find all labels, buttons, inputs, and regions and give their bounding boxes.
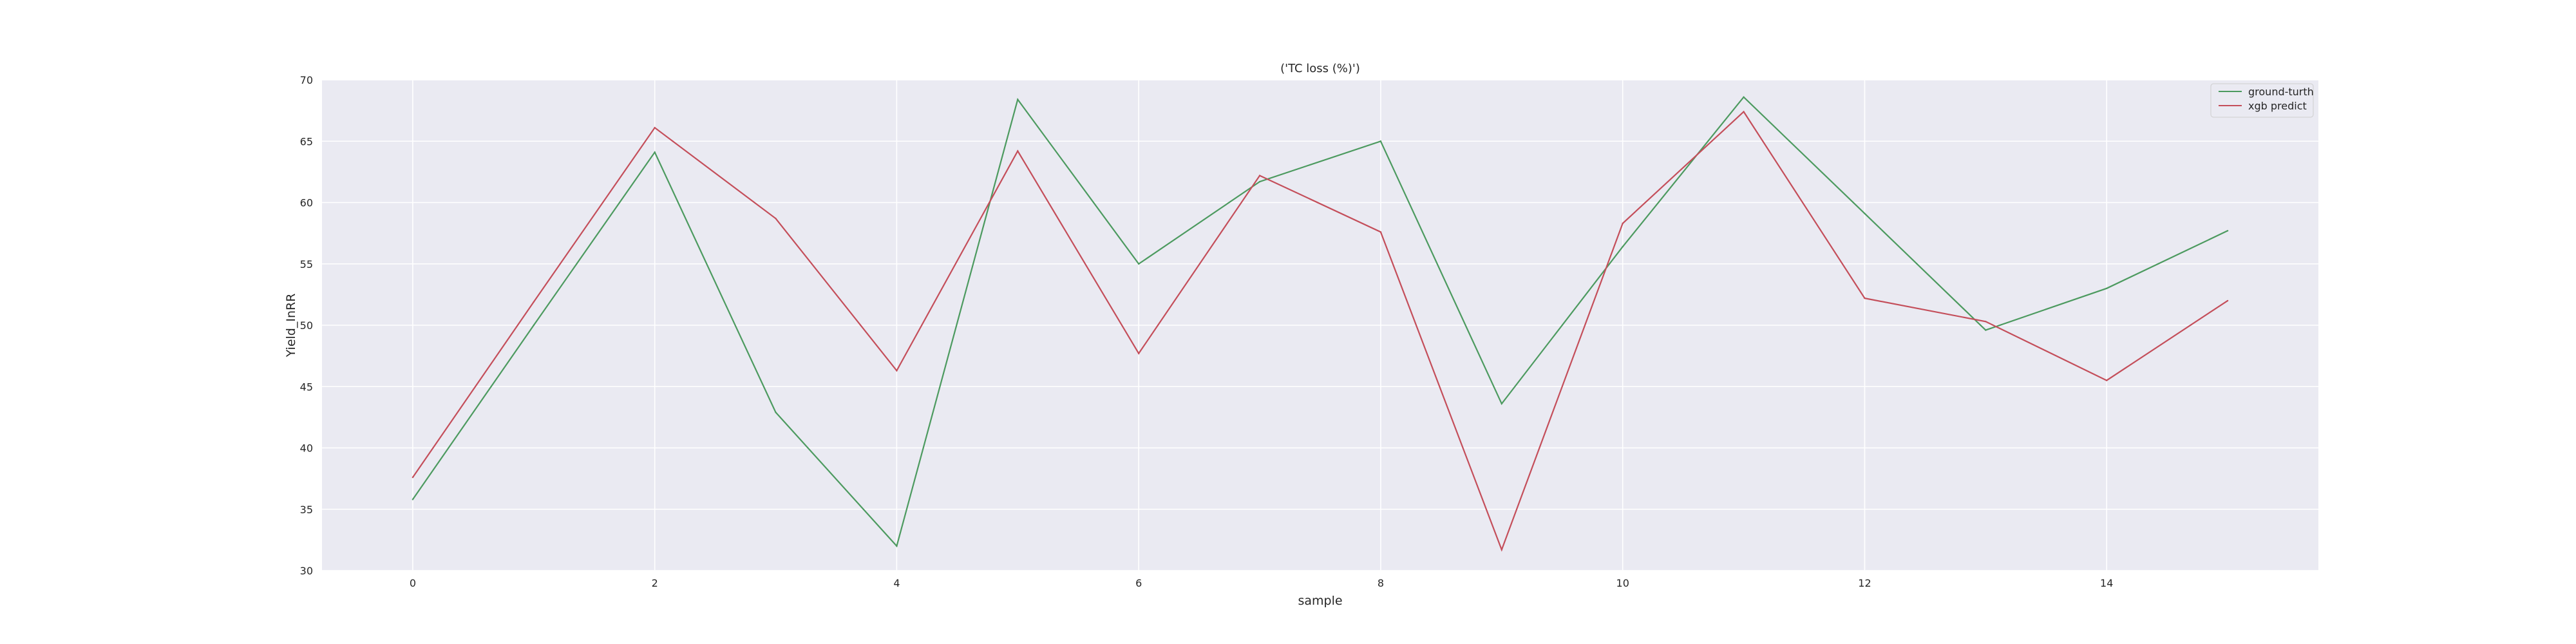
- x-tick-label: 4: [893, 577, 900, 589]
- data-point-xgb-predict: [1985, 321, 1987, 323]
- grid-lines: [322, 79, 2318, 571]
- series-line-xgb-predict: [412, 110, 2228, 552]
- data-point-ground-turth: [412, 498, 414, 500]
- y-tick-label: 60: [300, 197, 313, 209]
- data-point-ground-turth: [1622, 245, 1624, 248]
- data-point-xgb-predict: [1137, 352, 1140, 355]
- y-tick-label: 45: [300, 381, 313, 393]
- chart-title: ('TC loss (%)'): [1280, 62, 1360, 75]
- data-point-xgb-predict: [1017, 150, 1019, 152]
- x-tick-label: 14: [2100, 577, 2113, 589]
- y-tick-label: 55: [300, 258, 313, 270]
- y-tick-labels: 30 35 40 45 50 55 60 65 70: [300, 74, 313, 577]
- data-point-ground-turth: [2106, 287, 2108, 290]
- data-point-xgb-predict: [1501, 549, 1503, 551]
- x-tick-labels: 0 2 4 6 8 10 12 14: [410, 577, 2114, 589]
- data-point-xgb-predict: [2106, 379, 2108, 381]
- x-tick-label: 8: [1378, 577, 1384, 589]
- x-axis-label: sample: [1298, 594, 1342, 608]
- data-point-ground-turth: [2226, 230, 2229, 232]
- x-tick-label: 10: [1616, 577, 1629, 589]
- data-point-ground-turth: [1985, 329, 1987, 331]
- data-point-ground-turth: [1137, 263, 1140, 265]
- data-point-xgb-predict: [412, 477, 414, 478]
- y-axis-label: Yield_InRR: [284, 294, 298, 358]
- series-line-ground-turth: [412, 96, 2228, 548]
- y-tick-label: 40: [300, 442, 313, 455]
- series-lines: [412, 96, 2229, 552]
- data-point-ground-turth: [1379, 140, 1382, 142]
- data-point-xgb-predict: [775, 218, 777, 220]
- data-point-ground-turth: [654, 151, 656, 153]
- data-point-ground-turth: [1743, 96, 1745, 98]
- x-tick-label: 6: [1135, 577, 1142, 589]
- y-tick-label: 30: [300, 565, 313, 577]
- y-tick-label: 65: [300, 135, 313, 147]
- y-tick-label: 50: [300, 319, 313, 332]
- data-point-xgb-predict: [1864, 297, 1866, 299]
- data-point-ground-turth: [775, 412, 777, 413]
- data-point-xgb-predict: [1743, 111, 1745, 113]
- data-point-xgb-predict: [896, 370, 898, 372]
- data-point-xgb-predict: [1258, 175, 1261, 176]
- x-tick-label: 0: [410, 577, 416, 589]
- data-point-xgb-predict: [2226, 299, 2229, 302]
- data-point-xgb-predict: [654, 127, 656, 129]
- legend: ground-turth xgb predict: [2210, 83, 2314, 118]
- data-point-ground-turth: [1501, 402, 1503, 405]
- data-point-xgb-predict: [1379, 231, 1382, 233]
- legend-label-ground-turth: ground-turth: [2248, 86, 2314, 98]
- data-point-xgb-predict: [1622, 222, 1624, 225]
- data-point-ground-turth: [533, 324, 535, 327]
- legend-label-xgb-predict: xgb predict: [2248, 100, 2307, 112]
- y-tick-label: 35: [300, 504, 313, 516]
- data-point-ground-turth: [896, 545, 898, 547]
- data-point-ground-turth: [1258, 180, 1261, 183]
- y-tick-label: 70: [300, 74, 313, 86]
- x-tick-label: 2: [652, 577, 658, 589]
- data-point-xgb-predict: [533, 301, 535, 303]
- data-point-ground-turth: [1017, 99, 1019, 100]
- data-point-ground-turth: [1864, 213, 1866, 214]
- x-tick-label: 12: [1858, 577, 1871, 589]
